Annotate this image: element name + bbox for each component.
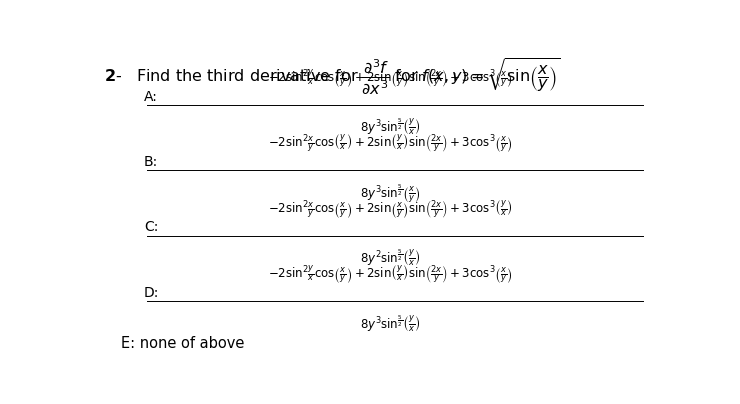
- Text: $8y^3\sin^{\frac{5}{2}}\!\left(\frac{y}{x}\right)$: $8y^3\sin^{\frac{5}{2}}\!\left(\frac{y}{…: [360, 314, 421, 334]
- Text: E: none of above: E: none of above: [121, 336, 244, 351]
- Text: $-2\sin^2\!\frac{y}{x}\cos\!\left(\frac{x}{y}\right)+2\sin\!\left(\frac{x}{y}\ri: $-2\sin^2\!\frac{y}{x}\cos\!\left(\frac{…: [269, 67, 513, 89]
- Text: $8y^2\sin^{\frac{5}{2}}\!\left(\frac{y}{x}\right)$: $8y^2\sin^{\frac{5}{2}}\!\left(\frac{y}{…: [360, 248, 421, 268]
- Text: D:: D:: [144, 286, 160, 300]
- Text: $-2\sin^2\!\frac{y}{x}\cos\!\left(\frac{x}{y}\right)+2\sin\!\left(\frac{y}{x}\ri: $-2\sin^2\!\frac{y}{x}\cos\!\left(\frac{…: [269, 263, 513, 285]
- Text: $-2\sin^2\!\frac{x}{y}\cos\!\left(\frac{x}{y}\right)+2\sin\!\left(\frac{x}{y}\ri: $-2\sin^2\!\frac{x}{y}\cos\!\left(\frac{…: [269, 198, 513, 220]
- Text: $-2\sin^2\!\frac{x}{y}\cos\!\left(\frac{y}{x}\right)+2\sin\!\left(\frac{y}{x}\ri: $-2\sin^2\!\frac{x}{y}\cos\!\left(\frac{…: [269, 132, 513, 154]
- Text: $8y^3\sin^{\frac{5}{2}}\!\left(\frac{y}{x}\right)$: $8y^3\sin^{\frac{5}{2}}\!\left(\frac{y}{…: [360, 117, 421, 137]
- Text: $\mathbf{2\text{-}}$   Find the third derivative for $\dfrac{\partial^3 f}{\part: $\mathbf{2\text{-}}$ Find the third deri…: [104, 56, 561, 96]
- Text: C:: C:: [144, 220, 158, 234]
- Text: $8y^3\sin^{\frac{5}{2}}\!\left(\frac{x}{y}\right)$: $8y^3\sin^{\frac{5}{2}}\!\left(\frac{x}{…: [360, 182, 421, 204]
- Text: B:: B:: [144, 155, 158, 169]
- Text: A:: A:: [144, 90, 158, 104]
